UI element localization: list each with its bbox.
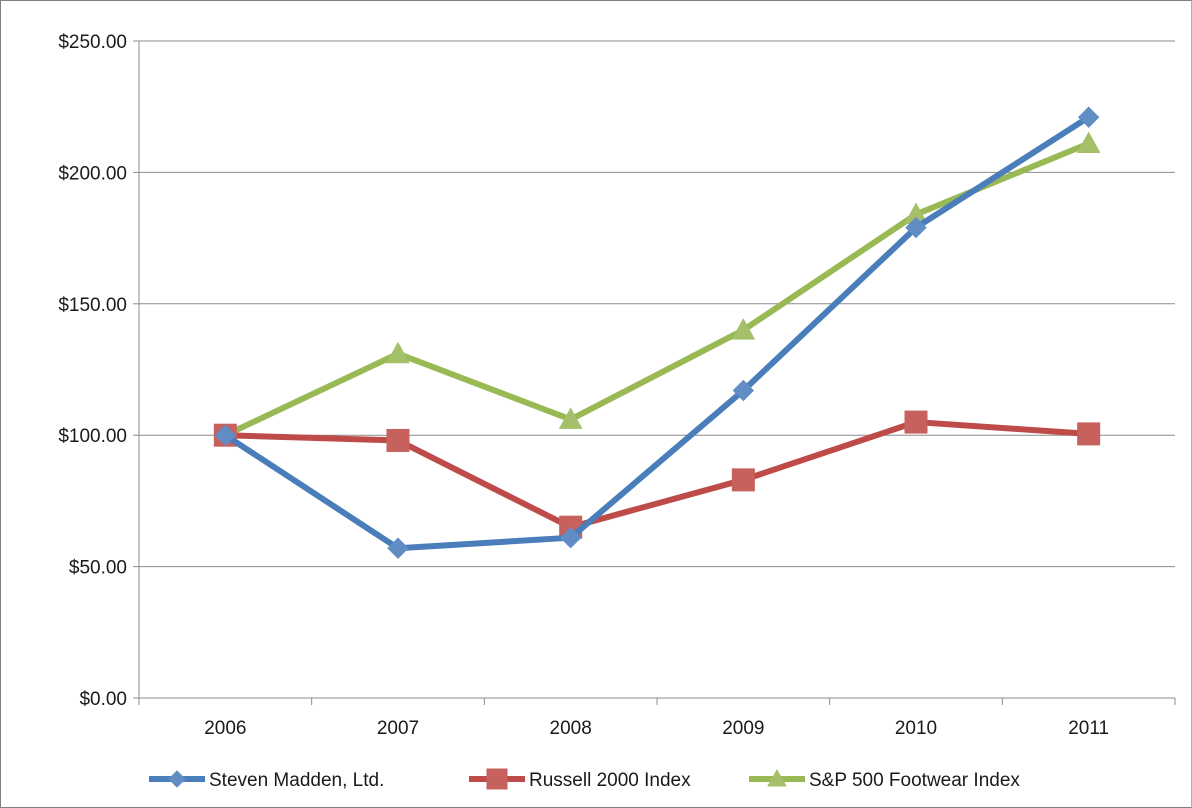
data-point <box>559 526 582 549</box>
y-tick-label: $50.00 <box>69 558 127 579</box>
data-point <box>1077 422 1101 446</box>
y-tick-label: $0.00 <box>79 689 127 710</box>
series-lines <box>213 106 1101 559</box>
legend-item: S&P 500 Footwear Index <box>749 768 1020 791</box>
x-tick-label: 2007 <box>377 718 419 739</box>
series-square <box>213 410 1101 539</box>
legend-label: Russell 2000 Index <box>529 770 691 791</box>
y-tick-label: $150.00 <box>58 295 127 316</box>
x-tick-label: 2011 <box>1068 718 1109 739</box>
y-tick-label: $200.00 <box>58 163 127 184</box>
data-point <box>214 424 237 446</box>
data-point <box>731 468 755 492</box>
legend-swatch-marker <box>486 768 508 790</box>
legend-item: Steven Madden, Ltd. <box>149 770 384 791</box>
series-triangle <box>213 131 1101 445</box>
data-point <box>1076 131 1101 153</box>
y-tick-label: $250.00 <box>58 32 127 53</box>
series-line <box>222 114 1092 552</box>
data-point <box>732 379 755 402</box>
x-tick-label: 2006 <box>204 718 246 739</box>
legend: Steven Madden, Ltd. Russell 2000 Index S&P… <box>149 768 1020 791</box>
legend-item: Russell 2000 Index <box>469 768 691 791</box>
legend-swatch-marker <box>767 768 787 787</box>
y-tick-label: $100.00 <box>58 426 127 447</box>
x-tick-label: 2010 <box>895 718 937 739</box>
legend-swatch-marker <box>168 770 186 788</box>
data-point <box>905 216 927 239</box>
data-point <box>558 407 583 429</box>
data-point <box>904 410 928 434</box>
legend-label: Steven Madden, Ltd. <box>209 770 384 791</box>
series-diamond <box>214 106 1100 559</box>
x-tick-label: 2008 <box>550 718 592 739</box>
axes: $0.00 $50.00 $100.00 $150.00 $200.00 $250.00 2… <box>58 32 1176 739</box>
series-line <box>222 419 1092 531</box>
data-point <box>387 537 409 559</box>
data-point <box>1077 106 1100 128</box>
gridlines <box>139 40 1175 568</box>
legend-label: S&P 500 Footwear Index <box>809 770 1020 791</box>
data-point <box>386 428 410 452</box>
data-point <box>731 318 756 340</box>
series-line <box>222 140 1092 439</box>
data-point <box>386 341 410 364</box>
x-tick-label: 2009 <box>722 718 764 739</box>
